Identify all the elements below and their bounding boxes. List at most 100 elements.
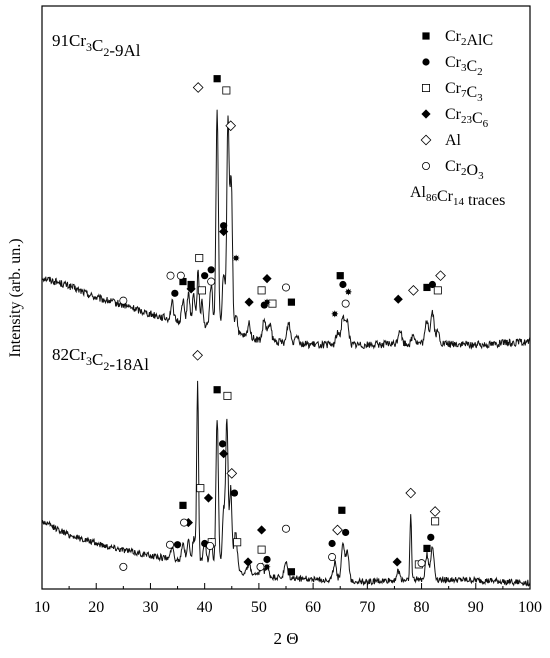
marker-cr3c2 <box>220 222 228 230</box>
marker-cr7c3 <box>421 84 430 93</box>
marker-al <box>192 82 204 93</box>
marker-al <box>226 468 238 479</box>
marker-cr2alc <box>338 506 346 514</box>
legend-label: Al <box>445 132 462 149</box>
marker-al <box>192 349 203 361</box>
marker-cr23c6 <box>243 557 253 567</box>
marker-cr2o3 <box>180 518 189 527</box>
series-label: 82Cr3C2-18Al <box>52 345 149 374</box>
marker-cr7c3 <box>431 517 440 526</box>
marker-cr2o3 <box>207 277 216 286</box>
marker-cr2alc <box>179 277 187 286</box>
marker-layer <box>119 75 446 576</box>
marker-al <box>332 524 343 536</box>
marker-cr2o3 <box>119 296 128 305</box>
marker-al86cr14 <box>344 288 352 296</box>
marker-cr7c3 <box>268 299 277 308</box>
y-axis-label: Intensity (arb. un.) <box>7 238 24 357</box>
series-label: 91Cr3C2-9Al <box>52 31 141 60</box>
marker-cr7c3 <box>257 545 266 554</box>
marker-cr7c3 <box>222 86 231 95</box>
series-line <box>41 380 531 587</box>
marker-cr2o3 <box>341 299 350 308</box>
marker-cr23c6 <box>219 449 229 459</box>
marker-cr2alc <box>422 32 430 40</box>
marker-cr3c2 <box>218 440 227 448</box>
legend-label: Al86Cr14 traces <box>410 184 505 209</box>
marker-cr3c2 <box>342 528 350 537</box>
x-tick-label: 50 <box>251 599 267 616</box>
x-tick-label: 80 <box>414 599 430 616</box>
marker-cr2o3 <box>421 161 430 170</box>
marker-al86cr14 <box>232 254 240 262</box>
legend-label: Cr2AlC <box>445 28 493 49</box>
marker-al <box>435 270 446 282</box>
legend-label: Cr7C3 <box>445 80 483 104</box>
marker-al <box>420 134 432 146</box>
marker-cr23c6 <box>393 294 403 304</box>
legend-label: Cr2O3 <box>445 158 484 182</box>
marker-al86cr14 <box>263 563 271 571</box>
marker-al86cr14 <box>263 298 271 306</box>
marker-cr2o3 <box>176 271 185 280</box>
marker-cr2alc <box>423 283 431 292</box>
marker-cr23c6 <box>203 493 214 503</box>
marker-cr2o3 <box>119 562 128 571</box>
marker-cr23c6 <box>392 557 402 567</box>
marker-cr2alc <box>287 568 296 576</box>
x-tick-label: 90 <box>468 599 484 616</box>
marker-cr2o3 <box>206 541 215 550</box>
marker-al86cr14 <box>331 310 339 318</box>
marker-cr2o3 <box>417 559 426 568</box>
marker-cr2alc <box>287 298 296 306</box>
marker-cr7c3 <box>223 391 232 400</box>
marker-cr3c2 <box>201 272 209 280</box>
marker-cr23c6 <box>257 525 267 535</box>
marker-cr23c6 <box>262 274 272 284</box>
x-axis-label: 2 Θ <box>273 629 298 648</box>
marker-cr7c3 <box>197 286 206 295</box>
marker-cr2alc <box>213 386 221 394</box>
marker-cr3c2 <box>427 533 435 541</box>
x-tick-label: 20 <box>88 599 104 616</box>
x-tick-label: 10 <box>34 599 50 616</box>
marker-cr3c2 <box>263 555 271 564</box>
marker-cr2o3 <box>281 283 290 292</box>
x-tick-label: 60 <box>305 599 321 616</box>
marker-cr7c3 <box>433 286 442 295</box>
series-layer: 91Cr3C2-9Al 82Cr3C2-18Al <box>41 31 531 587</box>
marker-cr23c6 <box>186 284 196 294</box>
marker-cr23c6 <box>421 109 431 119</box>
marker-cr2o3 <box>165 540 174 549</box>
marker-cr7c3 <box>233 538 242 547</box>
x-tick-label: 40 <box>197 599 213 616</box>
marker-al <box>408 285 419 296</box>
marker-cr2alc <box>179 501 187 509</box>
marker-cr2o3 <box>281 524 290 533</box>
x-tick-label: 100 <box>518 599 542 616</box>
marker-cr3c2 <box>422 58 430 66</box>
marker-al <box>405 487 417 499</box>
marker-cr7c3 <box>257 286 266 295</box>
x-tick-label: 30 <box>142 599 158 616</box>
marker-cr7c3 <box>195 254 204 263</box>
legend-label: Cr23C6 <box>445 106 489 130</box>
marker-al <box>429 506 441 517</box>
marker-cr2o3 <box>166 271 175 280</box>
marker-al <box>225 120 237 132</box>
marker-cr3c2 <box>339 280 347 289</box>
marker-cr2alc <box>423 544 431 553</box>
legend-label: Cr3C2 <box>445 54 483 78</box>
marker-cr3c2 <box>207 266 215 274</box>
x-axis-ticks: 10 20 30 40 50 60 70 80 90 100 <box>34 583 542 616</box>
marker-cr23c6 <box>219 226 229 237</box>
marker-cr23c6 <box>244 297 254 307</box>
x-tick-label: 70 <box>359 599 375 616</box>
marker-cr2o3 <box>256 562 265 571</box>
marker-cr3c2 <box>230 489 239 497</box>
series-line <box>41 109 531 350</box>
marker-cr2o3 <box>328 553 337 562</box>
marker-cr7c3 <box>196 484 205 493</box>
marker-cr3c2 <box>171 289 179 297</box>
